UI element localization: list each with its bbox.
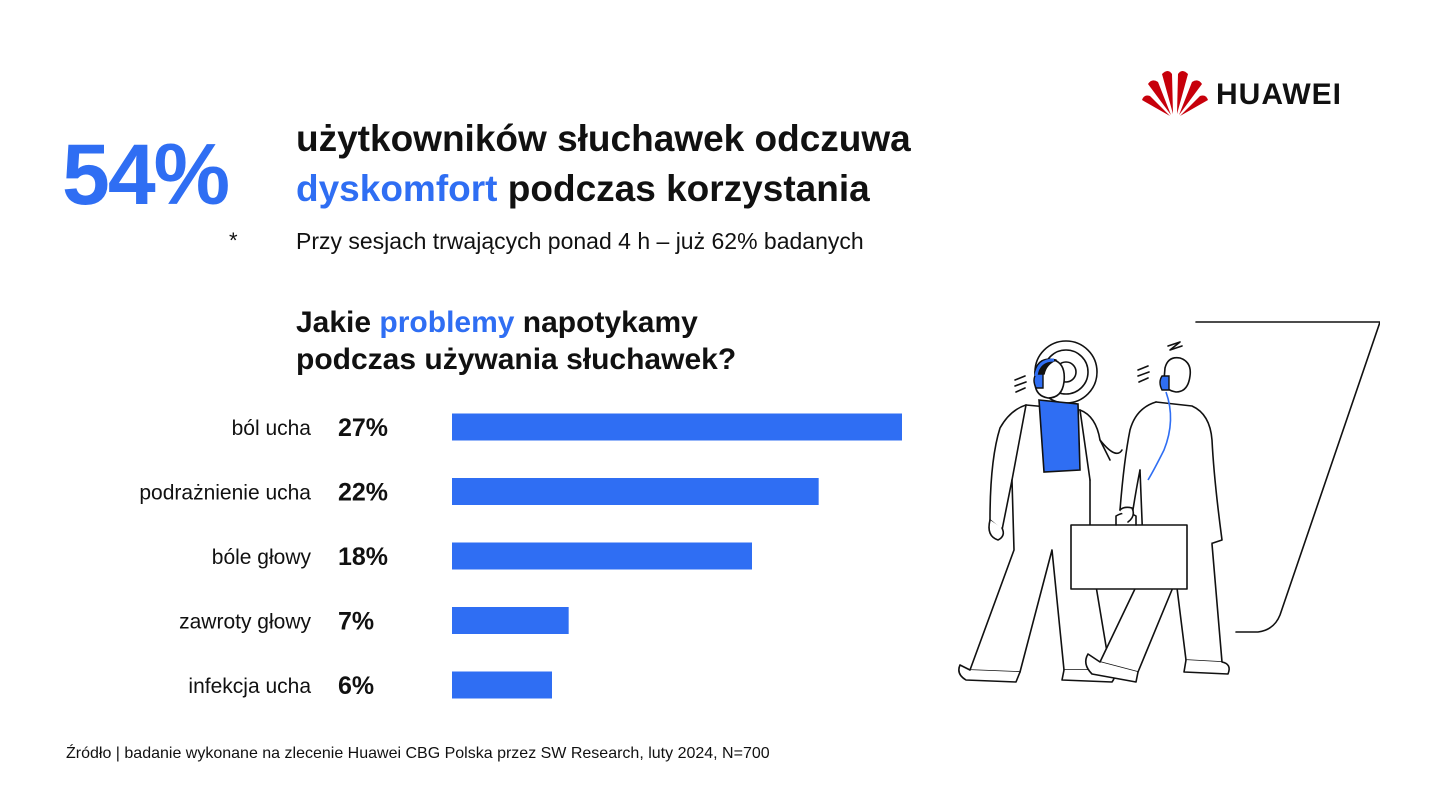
source-note: Źródło | badanie wykonane na zlecenie Hu… xyxy=(66,745,770,762)
headline-accent: dyskomfort xyxy=(296,168,498,209)
headline-line-2: dyskomfort podczas korzystania xyxy=(296,168,870,210)
bar-chart: ból ucha 27% podrażnienie ucha 22% bóle głow… xyxy=(139,413,902,700)
category-label: bóle głowy xyxy=(212,546,312,569)
bar xyxy=(452,478,819,505)
question-post: napotykamy xyxy=(514,306,698,339)
bar xyxy=(452,671,552,699)
bar xyxy=(452,542,752,570)
headline-line-2-rest: podczas korzystania xyxy=(497,168,870,209)
question-accent: problemy xyxy=(379,306,515,339)
huawei-logo: HUAWEI xyxy=(1140,66,1380,122)
brand-name: HUAWEI xyxy=(1216,78,1342,111)
value-label: 6% xyxy=(338,672,374,700)
bar xyxy=(452,413,902,441)
question-line-1: Jakie problemy napotykamy xyxy=(296,306,698,340)
note-asterisk: * xyxy=(229,228,238,253)
bar xyxy=(452,607,569,634)
value-label: 27% xyxy=(338,414,388,442)
value-label: 7% xyxy=(338,608,374,636)
category-label: podrażnienie ucha xyxy=(139,482,311,505)
question-pre: Jakie xyxy=(296,306,380,339)
headline-percent: 54% xyxy=(62,127,230,223)
people-with-headphones-illustration xyxy=(958,321,1380,683)
category-label: zawroty głowy xyxy=(179,611,311,634)
category-label: ból ucha xyxy=(232,417,312,440)
headline-note: Przy sesjach trwających ponad 4 h – już … xyxy=(296,228,864,254)
huawei-petal-icon xyxy=(1142,71,1208,116)
value-label: 22% xyxy=(338,479,388,507)
category-label: infekcja ucha xyxy=(188,675,311,698)
value-label: 18% xyxy=(338,543,388,571)
headline-line-1: użytkowników słuchawek odczuwa xyxy=(296,118,911,159)
question-line-2: podczas używania słuchawek? xyxy=(296,343,737,376)
